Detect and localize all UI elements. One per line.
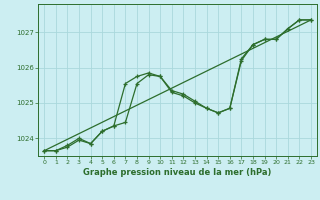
X-axis label: Graphe pression niveau de la mer (hPa): Graphe pression niveau de la mer (hPa) [84,168,272,177]
